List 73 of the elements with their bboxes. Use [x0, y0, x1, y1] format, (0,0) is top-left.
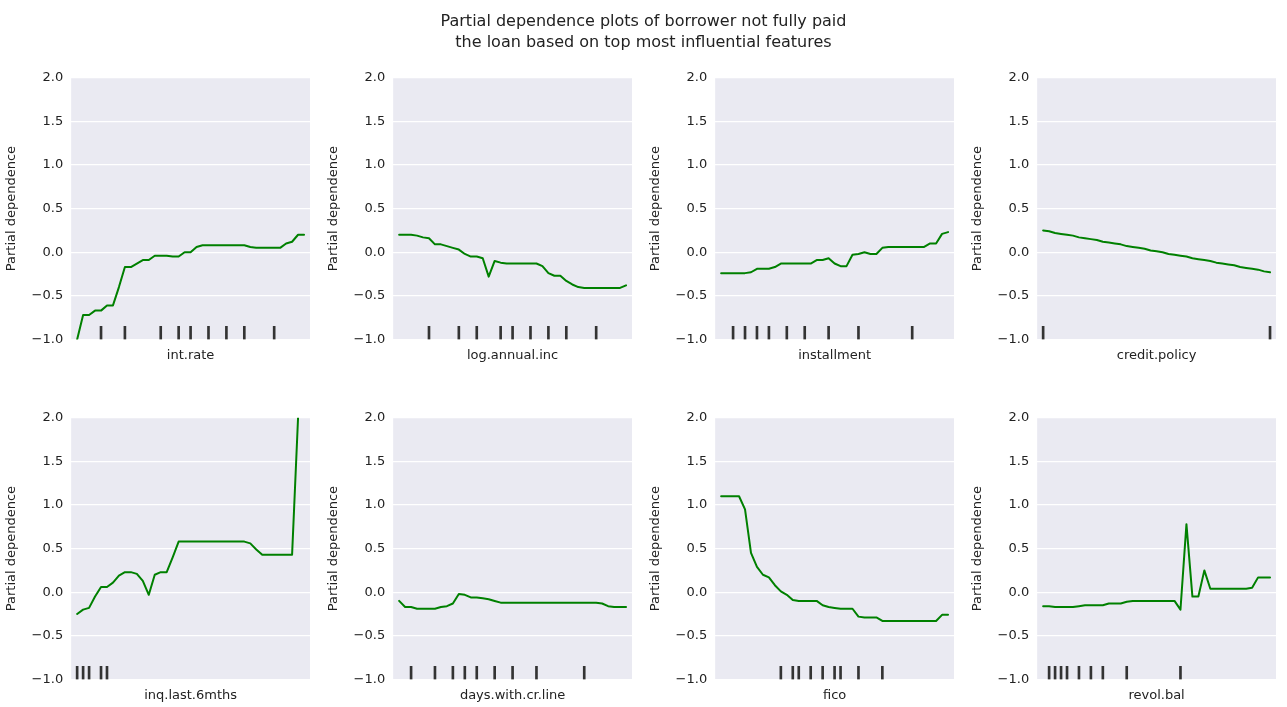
y-tick-label: 0.5: [686, 539, 708, 555]
y-axis-title: Partial dependence: [3, 485, 19, 612]
y-tick-label: −0.5: [353, 627, 386, 643]
y-tick-label: 2.0: [42, 69, 64, 85]
y-axis-title: Partial dependence: [3, 145, 19, 272]
y-tick-label: 1.5: [364, 452, 386, 468]
y-tick-label: 0.5: [1008, 539, 1030, 555]
text: Partial dependence plots of borrower not fully paid the loan based on top most influential features: [439, 10, 848, 52]
y-tick-label: −1.0: [31, 670, 64, 686]
y-tick-label: 0.0: [364, 583, 386, 599]
x-axis-title: log.annual.inc: [466, 346, 559, 362]
y-tick-label: −1.0: [675, 670, 708, 686]
y-axis-title: Partial dependence: [969, 485, 985, 612]
x-axis-title: fico: [822, 686, 847, 702]
y-tick-label: 0.5: [364, 539, 386, 555]
x-axis-title: installment: [798, 346, 872, 362]
y-tick-label: −0.5: [997, 287, 1030, 303]
y-tick-label: −0.5: [675, 287, 708, 303]
y-tick-label: 0.0: [1008, 583, 1030, 599]
y-tick-label: −0.5: [675, 627, 708, 643]
y-axis-title: Partial dependence: [969, 145, 985, 272]
y-tick-label: 0.5: [42, 539, 64, 555]
y-axis-title: Partial dependence: [325, 145, 341, 272]
y-tick-label: 0.0: [1008, 243, 1030, 259]
x-axis-title: days.with.cr.line: [459, 686, 566, 702]
y-tick-label: −1.0: [31, 330, 64, 346]
y-tick-label: 2.0: [364, 69, 386, 85]
x-axis-title: int.rate: [166, 346, 215, 362]
y-tick-label: −0.5: [31, 287, 64, 303]
y-tick-label: 2.0: [1008, 409, 1030, 425]
y-tick-label: 0.0: [364, 243, 386, 259]
y-tick-label: 1.0: [364, 156, 386, 172]
y-tick-label: −1.0: [997, 670, 1030, 686]
y-tick-label: 1.5: [42, 112, 64, 128]
y-tick-label: −1.0: [675, 330, 708, 346]
y-tick-label: 1.0: [1008, 156, 1030, 172]
y-tick-label: 0.5: [686, 199, 708, 215]
y-tick-label: 2.0: [42, 409, 64, 425]
y-axis-title: Partial dependence: [647, 485, 663, 612]
y-tick-label: 0.0: [42, 243, 64, 259]
y-tick-label: 1.5: [1008, 452, 1030, 468]
y-tick-label: −1.0: [353, 330, 386, 346]
y-tick-label: 0.0: [686, 243, 708, 259]
y-tick-label: 1.5: [686, 452, 708, 468]
y-tick-label: −0.5: [31, 627, 64, 643]
y-tick-label: 1.0: [42, 496, 64, 512]
y-tick-label: 1.5: [686, 112, 708, 128]
y-tick-label: 2.0: [686, 409, 708, 425]
y-tick-label: −0.5: [997, 627, 1030, 643]
y-tick-label: 1.5: [42, 452, 64, 468]
y-axis-title: Partial dependence: [647, 145, 663, 272]
y-tick-label: 0.0: [42, 583, 64, 599]
y-axis-title: Partial dependence: [325, 485, 341, 612]
y-tick-label: 0.0: [686, 583, 708, 599]
y-tick-label: 2.0: [686, 69, 708, 85]
y-tick-label: 1.5: [364, 112, 386, 128]
y-tick-label: −1.0: [353, 670, 386, 686]
y-tick-label: 0.5: [42, 199, 64, 215]
y-tick-label: 2.0: [1008, 69, 1030, 85]
y-tick-label: 1.5: [1008, 112, 1030, 128]
y-tick-label: −0.5: [353, 287, 386, 303]
y-tick-label: 0.5: [364, 199, 386, 215]
y-tick-label: 0.5: [1008, 199, 1030, 215]
y-tick-label: 2.0: [364, 409, 386, 425]
y-tick-label: 1.0: [42, 156, 64, 172]
y-tick-label: 1.0: [1008, 496, 1030, 512]
x-axis-title: revol.bal: [1128, 686, 1185, 702]
x-axis-title: credit.policy: [1116, 346, 1197, 362]
y-tick-label: 1.0: [364, 496, 386, 512]
y-tick-label: −1.0: [997, 330, 1030, 346]
y-tick-label: 1.0: [686, 156, 708, 172]
x-axis-title: inq.last.6mths: [144, 686, 238, 702]
y-tick-label: 1.0: [686, 496, 708, 512]
